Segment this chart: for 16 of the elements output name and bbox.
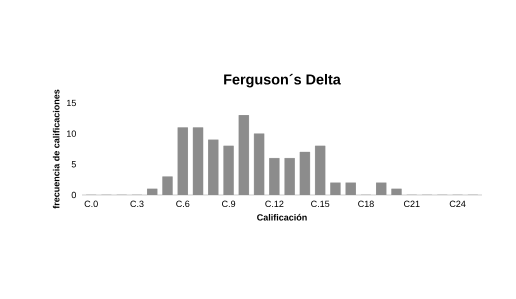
chart-title: Ferguson´s Delta [224,74,341,88]
x-tick-label: C.6 [176,200,190,208]
x-tick-label: C24 [450,200,466,208]
y-axis-title: frecuencia de calificaciones [52,90,60,209]
y-tick-label: 0 [72,192,76,198]
x-tick-label: C.15 [311,200,330,208]
y-tick-label: 10 [67,130,76,137]
x-tick-label: C18 [358,200,374,208]
x-axis-title: Calificación [257,214,307,221]
x-tick-label: C21 [404,200,420,208]
x-tick-label: C.12 [265,200,284,208]
x-tick-label: C.9 [222,200,236,208]
y-tick-label: 5 [72,161,76,168]
x-tick-label: C.3 [130,200,144,208]
x-tick-label: C.0 [84,200,98,208]
y-tick-label: 15 [67,100,76,106]
